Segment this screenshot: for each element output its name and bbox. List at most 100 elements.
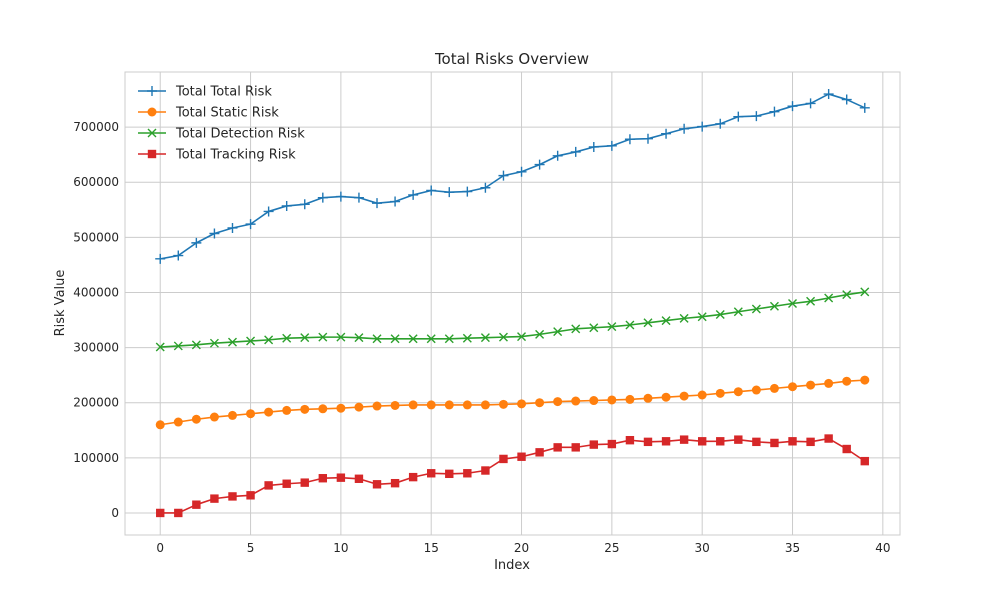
data-point — [300, 478, 309, 487]
data-point — [624, 134, 635, 145]
data-point — [517, 399, 527, 409]
data-point — [318, 332, 328, 342]
chart-title: Total Risks Overview — [434, 50, 589, 68]
legend-label: Total Total Risk — [175, 85, 272, 100]
data-point — [643, 318, 653, 328]
data-point — [679, 313, 689, 323]
data-point — [372, 334, 382, 344]
data-point — [353, 192, 364, 203]
data-point — [842, 290, 852, 300]
data-point — [335, 191, 346, 202]
data-point — [607, 322, 617, 332]
data-point — [147, 107, 157, 117]
series-total-total-risk — [155, 89, 870, 264]
data-point — [625, 435, 635, 445]
data-point — [209, 412, 219, 422]
data-point — [300, 333, 310, 343]
data-point — [246, 491, 255, 500]
data-point — [589, 323, 599, 333]
data-point — [264, 407, 274, 417]
data-point — [336, 403, 346, 413]
data-point — [606, 140, 617, 151]
data-point — [733, 387, 743, 397]
data-point — [571, 396, 581, 406]
data-point — [264, 335, 274, 345]
series-total-tracking-risk — [156, 434, 869, 518]
data-point — [372, 480, 382, 489]
data-point — [462, 186, 473, 197]
data-point — [191, 237, 202, 248]
data-point — [147, 86, 157, 96]
data-point — [499, 454, 508, 464]
data-point — [661, 392, 671, 402]
y-tick-label: 600000 — [73, 175, 119, 189]
data-point — [571, 443, 580, 452]
data-point — [427, 469, 436, 478]
data-point — [209, 338, 219, 348]
data-point — [607, 395, 617, 405]
data-point — [390, 478, 400, 488]
data-point — [806, 380, 816, 390]
data-point — [354, 474, 364, 483]
data-point — [661, 316, 671, 326]
data-point — [209, 228, 220, 239]
data-point — [860, 287, 870, 297]
data-point — [824, 378, 834, 388]
data-point — [516, 166, 527, 177]
data-point — [498, 332, 508, 342]
data-point — [553, 397, 563, 407]
data-point — [228, 492, 237, 501]
data-point — [227, 337, 237, 347]
data-point — [552, 150, 563, 161]
series-total-static-risk — [155, 375, 870, 430]
data-point — [589, 440, 598, 449]
data-point — [426, 334, 436, 344]
data-point — [788, 437, 797, 446]
y-tick-label: 200000 — [73, 396, 119, 410]
x-axis-label: Index — [494, 558, 530, 573]
data-point — [571, 324, 581, 334]
data-point — [444, 400, 454, 410]
data-point — [444, 187, 455, 198]
data-point — [788, 382, 798, 392]
data-point — [462, 400, 472, 410]
y-tick-label: 300000 — [73, 341, 119, 355]
data-point — [643, 393, 653, 403]
data-point — [173, 417, 183, 427]
data-point — [156, 508, 165, 518]
y-tick-label: 700000 — [73, 120, 119, 134]
y-axis-label: Risk Value — [53, 270, 68, 337]
data-point — [697, 312, 707, 322]
data-point — [535, 448, 544, 457]
data-point — [480, 333, 490, 343]
data-point — [642, 133, 653, 144]
data-point — [498, 399, 508, 409]
data-point — [805, 98, 816, 109]
data-point — [390, 196, 401, 207]
series-line — [160, 93, 866, 260]
data-point — [733, 111, 744, 122]
data-point — [769, 106, 780, 117]
data-point — [553, 443, 562, 452]
data-point — [300, 404, 310, 414]
plot-frame — [124, 71, 901, 536]
data-point — [751, 111, 762, 122]
data-point — [246, 409, 256, 419]
data-point — [444, 334, 454, 344]
data-point — [860, 375, 870, 385]
data-point — [210, 494, 219, 503]
data-point — [535, 329, 545, 339]
data-point — [480, 400, 490, 410]
data-point — [661, 437, 671, 446]
data-point — [245, 219, 256, 230]
data-point — [155, 253, 166, 264]
data-point — [535, 398, 545, 408]
data-point — [227, 222, 238, 233]
data-point — [173, 250, 184, 261]
data-point — [174, 508, 183, 518]
y-tick-label: 500000 — [73, 230, 119, 244]
data-point — [823, 89, 834, 100]
data-point — [264, 481, 273, 490]
